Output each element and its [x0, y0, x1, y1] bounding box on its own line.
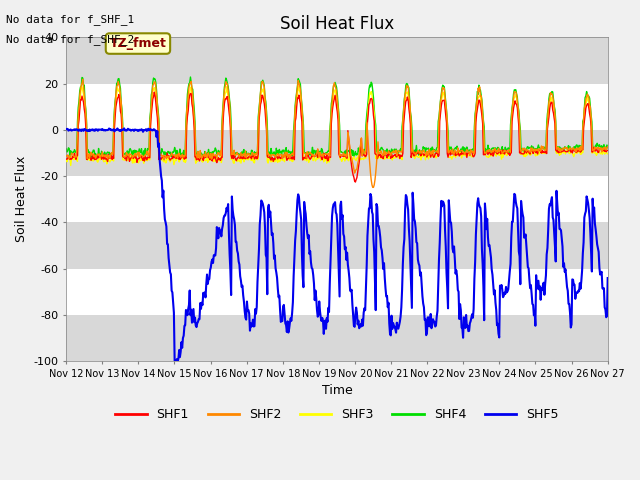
Text: TZ_fmet: TZ_fmet: [109, 37, 166, 50]
Bar: [66, 176, 608, 222]
X-axis label: Time: Time: [321, 384, 352, 397]
Bar: [66, 269, 608, 315]
Title: Soil Heat Flux: Soil Heat Flux: [280, 15, 394, 33]
Bar: [66, 37, 608, 84]
Bar: [66, 315, 608, 361]
Text: No data for f_SHF_1: No data for f_SHF_1: [6, 14, 134, 25]
Bar: [66, 130, 608, 176]
Text: No data for f_SHF_2: No data for f_SHF_2: [6, 34, 134, 45]
Bar: [66, 222, 608, 269]
Bar: [66, 84, 608, 130]
Legend: SHF1, SHF2, SHF3, SHF4, SHF5: SHF1, SHF2, SHF3, SHF4, SHF5: [110, 403, 564, 426]
Y-axis label: Soil Heat Flux: Soil Heat Flux: [15, 156, 28, 242]
